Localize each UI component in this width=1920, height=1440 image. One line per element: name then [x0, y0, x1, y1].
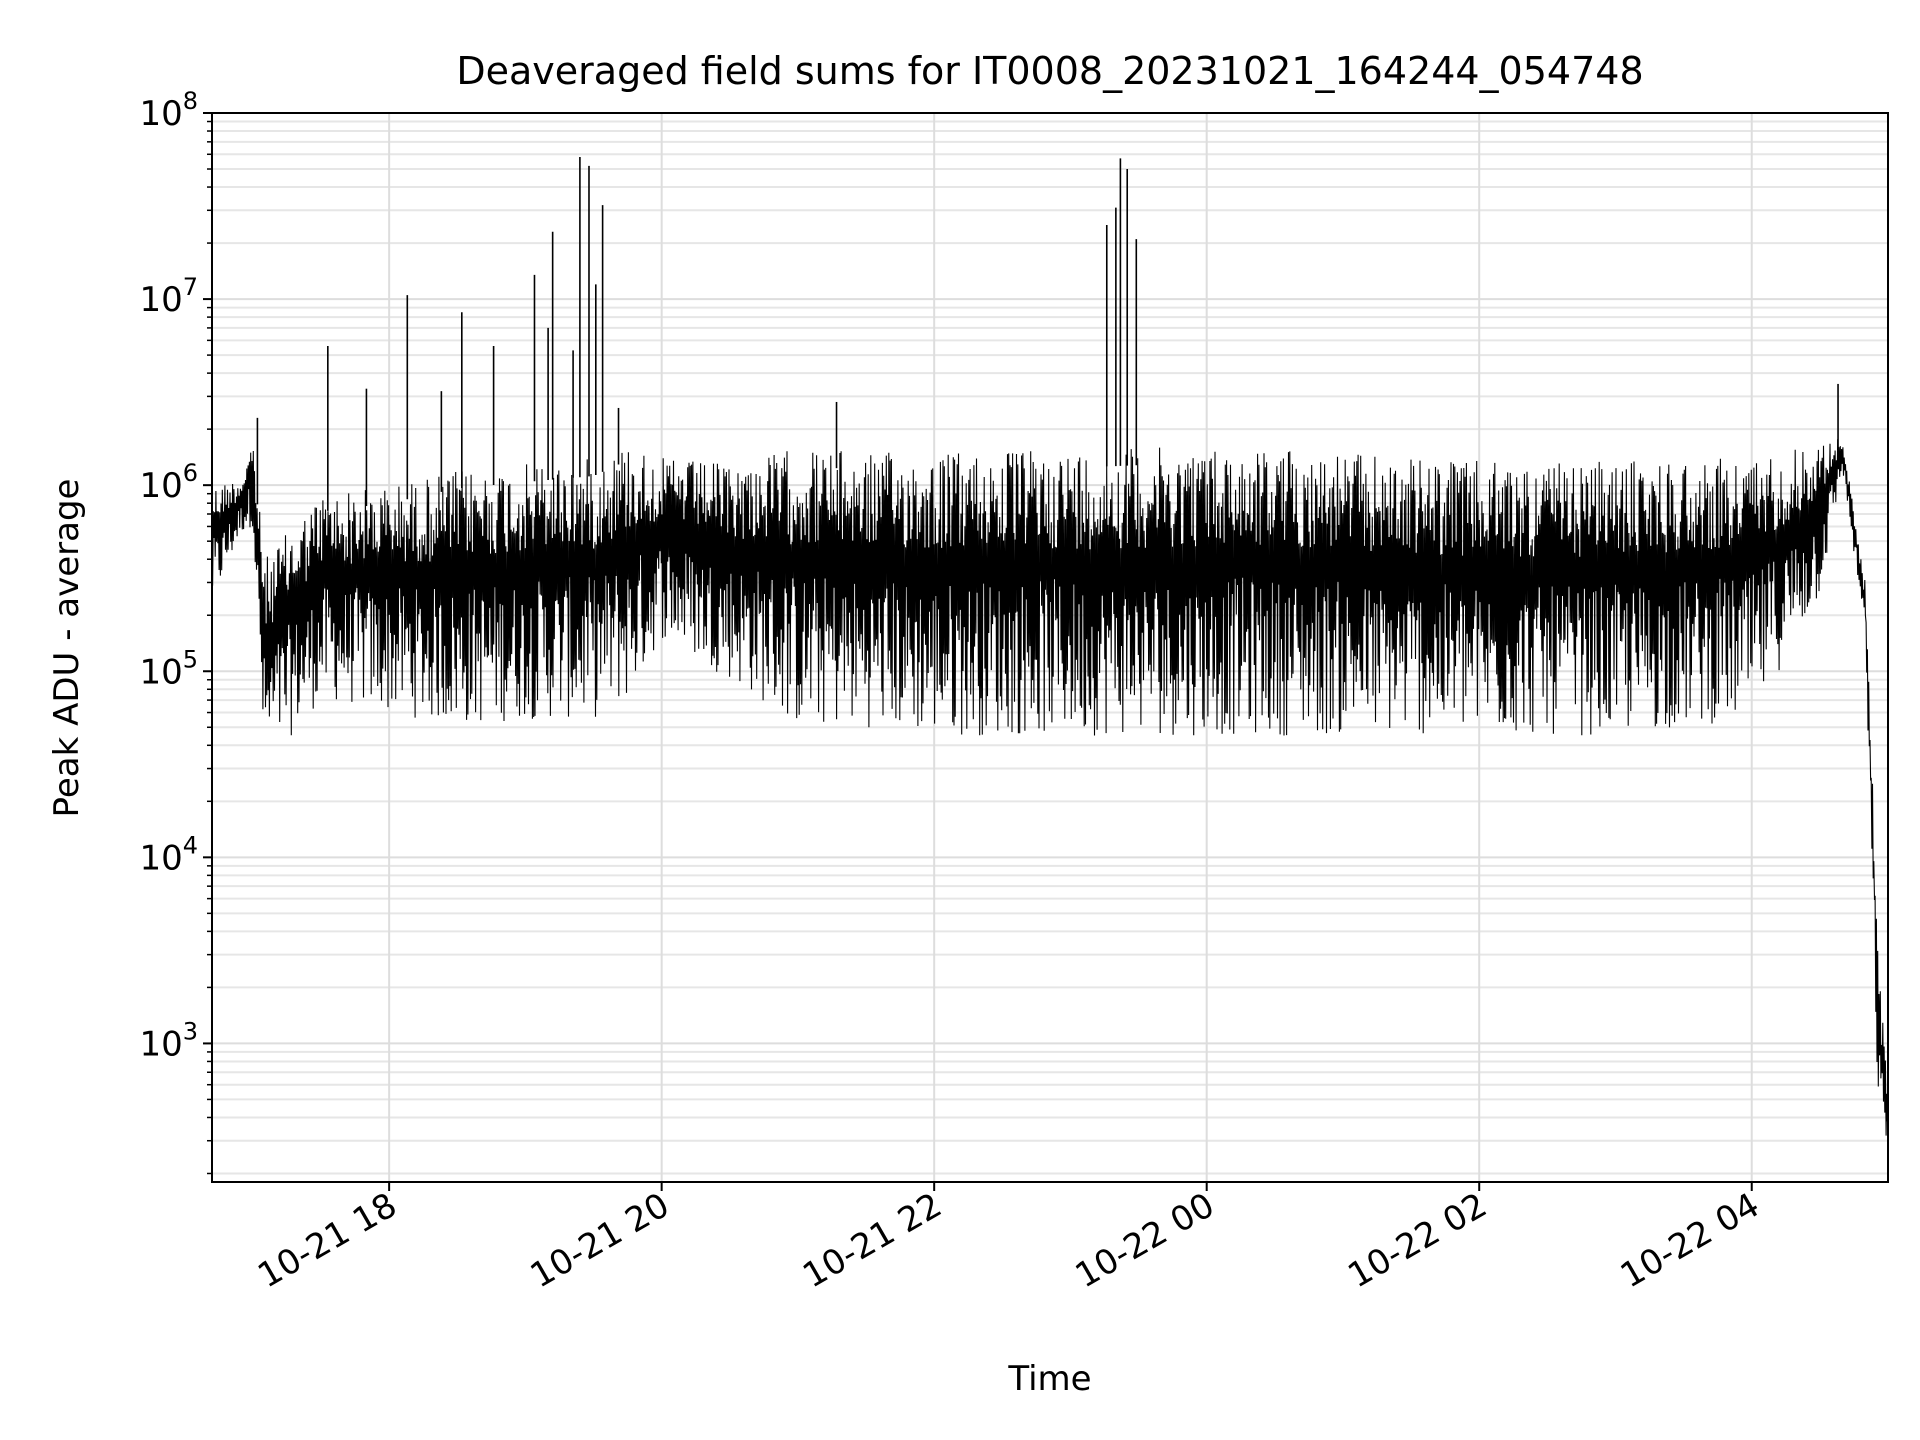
x-axis-label: Time: [1007, 1359, 1091, 1399]
y-tick-label: 107: [139, 273, 198, 320]
chart-title: Deaveraged field sums for IT0008_2023102…: [456, 49, 1643, 93]
y-tick-label: 105: [139, 645, 198, 692]
series-line: [211, 439, 1889, 1136]
y-axis-label: Peak ADU - average: [47, 479, 87, 818]
plot-area-frame: [211, 112, 1889, 1183]
y-tick-label: 106: [139, 459, 198, 506]
data-series: [211, 157, 1889, 1136]
y-tick-label: 104: [139, 831, 198, 878]
y-tick-label: 108: [139, 87, 198, 134]
y-tick-label: 103: [139, 1017, 198, 1064]
